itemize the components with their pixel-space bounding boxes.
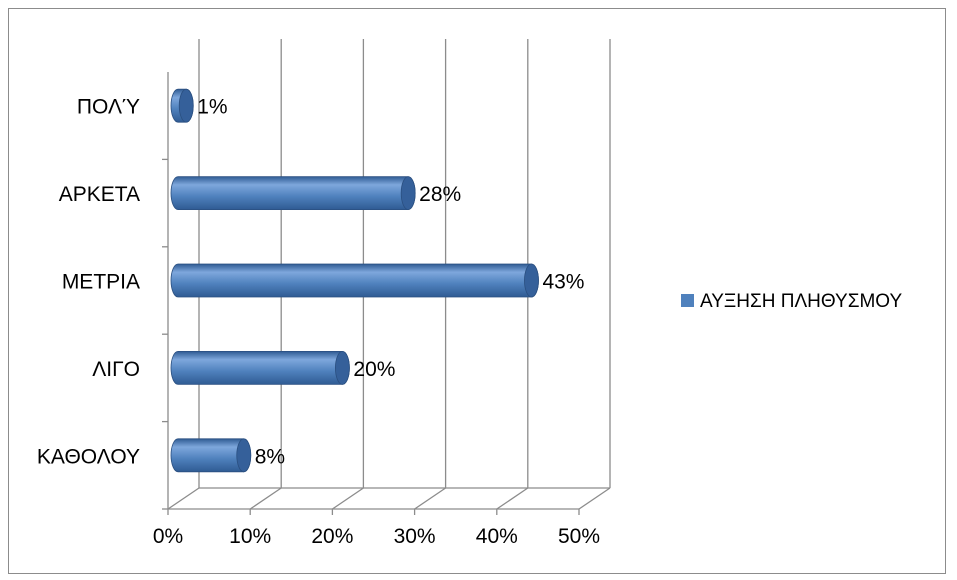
bar-chart: 0% 10% 20% 30% 40% 50% ΚΑΘΟΛΟΥ 8% ΛΙΓΟ 20% ΜΕΤΡΙΑ 4…	[37, 39, 902, 548]
data-label: 1%	[197, 96, 227, 119]
bar	[170, 176, 416, 211]
bar	[170, 350, 350, 385]
data-label: 20%	[353, 358, 395, 381]
data-label: 28%	[419, 183, 461, 206]
bar	[170, 438, 252, 473]
x-tick-label: 40%	[476, 525, 518, 548]
bar-end-cap	[524, 263, 539, 298]
category-label: ΠΟΛΎ	[77, 96, 140, 119]
category-label: ΚΑΘΟΛΟΥ	[37, 445, 140, 468]
floor-gridline	[496, 487, 529, 510]
floor-gridline	[167, 487, 200, 510]
bar-end-cap	[400, 176, 416, 211]
x-tick-label: 10%	[229, 525, 271, 548]
bar-body	[170, 263, 539, 298]
bar	[170, 88, 194, 123]
floor-gridline	[414, 487, 446, 510]
bar-end-cap	[236, 438, 252, 473]
floor-gridline	[578, 487, 611, 510]
bar-body	[170, 176, 416, 210]
category-label: ΛΙΓΟ	[92, 358, 140, 381]
bar	[170, 263, 539, 298]
data-label: 43%	[542, 271, 584, 294]
floor-gridline	[332, 487, 364, 510]
gridlines	[167, 39, 611, 510]
legend-label: ΑΥΞΗΣΗ ΠΛΗΘΥΣΜΟΥ	[700, 291, 902, 312]
labels: 0% 10% 20% 30% 40% 50% ΚΑΘΟΛΟΥ 8% ΛΙΓΟ 20% ΜΕΤΡΙΑ 4…	[37, 96, 600, 548]
bars	[170, 88, 539, 473]
bar-end-cap	[178, 88, 194, 123]
bar-end-cap	[334, 350, 350, 385]
category-label: ΜΕΤΡΙΑ	[62, 271, 140, 294]
x-tick-label: 0%	[153, 525, 183, 548]
data-label: 8%	[255, 445, 285, 468]
bar-body	[170, 351, 350, 385]
legend-swatch	[681, 294, 694, 307]
chart-area: 0% 10% 20% 30% 40% 50% ΚΑΘΟΛΟΥ 8% ΛΙΓΟ 20% ΜΕΤΡΙΑ 4…	[8, 8, 946, 574]
x-tick-label: 20%	[311, 525, 353, 548]
x-tick-label: 30%	[394, 525, 436, 548]
category-label: ΑΡΚΕΤΑ	[59, 183, 140, 206]
legend: ΑΥΞΗΣΗ ΠΛΗΘΥΣΜΟΥ	[681, 291, 902, 312]
axes	[162, 72, 610, 515]
floor-gridline	[249, 487, 282, 510]
x-tick-label: 50%	[558, 525, 600, 548]
